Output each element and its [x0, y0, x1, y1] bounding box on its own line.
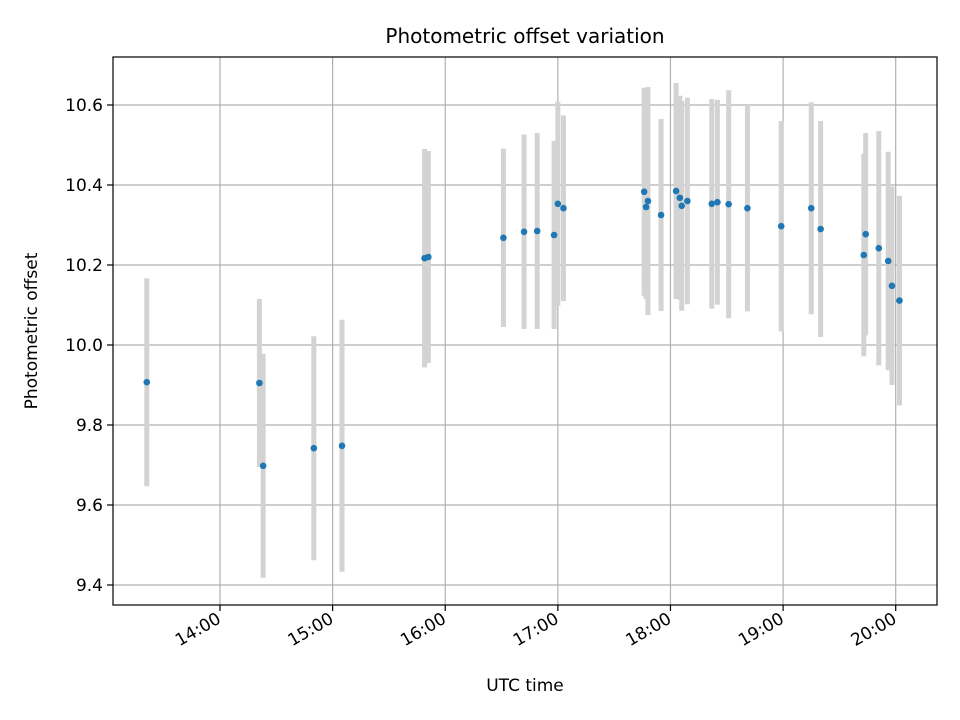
data-point: [714, 198, 721, 206]
y-tick-label: 9.4: [76, 576, 103, 596]
data-point: [884, 257, 892, 265]
data-point: [678, 202, 686, 210]
data-point: [708, 200, 716, 208]
data-point: [744, 204, 751, 212]
data-point: [777, 222, 785, 230]
data-point: [143, 378, 151, 386]
data-points: [143, 187, 903, 470]
x-axis-label: UTC time: [486, 676, 564, 696]
data-point: [888, 282, 896, 290]
data-point: [554, 200, 562, 208]
data-point: [807, 204, 815, 212]
data-point: [684, 197, 691, 205]
data-point: [860, 251, 868, 259]
y-axis-ticks: 9.4 9.6 9.8 10.0 10.2 10.4 10.6: [65, 96, 113, 596]
y-tick-label: 9.8: [76, 416, 103, 436]
y-tick-label: 10.2: [65, 256, 103, 276]
data-point: [520, 228, 528, 236]
data-point: [896, 297, 903, 304]
data-point: [725, 200, 732, 208]
data-point: [676, 194, 684, 202]
data-point: [500, 234, 507, 242]
plot-frame: [112, 56, 938, 606]
data-point: [862, 230, 869, 238]
data-point: [560, 204, 567, 212]
data-point: [640, 188, 648, 196]
y-axis-label: Photometric offset: [22, 252, 42, 409]
chart-title: Photometric offset variation: [385, 24, 664, 48]
data-point: [425, 253, 432, 261]
data-point: [672, 187, 680, 195]
data-point: [817, 225, 824, 233]
data-point: [533, 227, 541, 235]
data-point: [259, 462, 267, 470]
data-point: [875, 244, 883, 252]
data-point: [644, 197, 652, 205]
y-tick-label: 10.4: [65, 176, 103, 196]
y-tick-label: 10.0: [65, 336, 103, 356]
data-point: [642, 203, 650, 211]
data-point: [550, 231, 558, 239]
data-point: [338, 442, 346, 450]
data-point: [256, 379, 263, 387]
y-tick-label: 9.6: [76, 496, 103, 516]
data-point: [310, 444, 318, 452]
y-tick-label: 10.6: [65, 96, 103, 116]
data-point: [657, 211, 665, 219]
